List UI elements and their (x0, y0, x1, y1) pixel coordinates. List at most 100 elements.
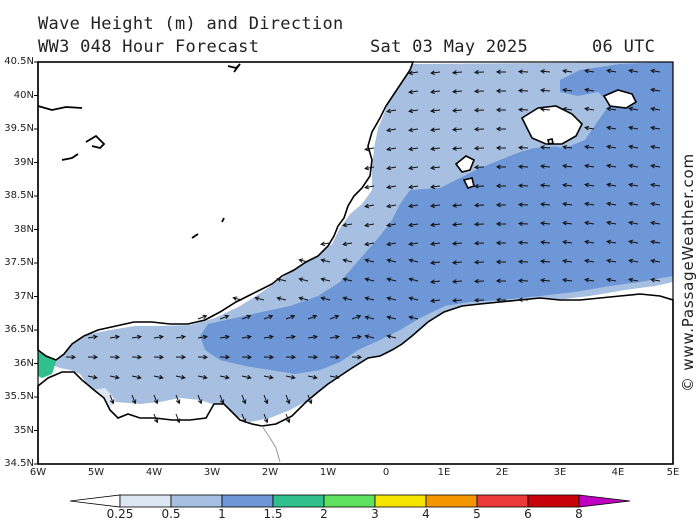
direction-arrow (495, 278, 507, 284)
direction-arrow (329, 314, 340, 320)
direction-arrow (473, 278, 485, 284)
direction-arrow (285, 413, 291, 424)
direction-arrow (320, 258, 331, 263)
direction-arrow (517, 164, 529, 170)
colorbar-left-tip (69, 494, 121, 508)
direction-arrow (606, 239, 617, 245)
direction-arrow (606, 144, 617, 150)
direction-arrow (495, 107, 507, 113)
direction-arrow (307, 354, 319, 360)
direction-arrow (539, 107, 551, 112)
direction-arrow (473, 107, 485, 113)
direction-arrow (364, 203, 375, 209)
lat-label: 34.5N (4, 458, 34, 469)
direction-arrow (495, 145, 507, 151)
direction-arrow (628, 277, 639, 283)
direction-arrow (364, 296, 375, 301)
direction-arrow (175, 354, 187, 360)
direction-arrow (628, 163, 639, 169)
direction-arrow (451, 298, 463, 303)
direction-arrow (539, 69, 551, 74)
direction-arrow (430, 89, 441, 95)
direction-arrow (153, 394, 159, 405)
direction-arrow (606, 163, 617, 169)
colorbar-tick: 0.25 (106, 507, 134, 521)
direction-arrow (175, 334, 186, 340)
direction-arrow (517, 278, 529, 284)
direction-arrow (408, 203, 419, 209)
direction-arrow (473, 183, 485, 189)
forecast-time: 06 UTC (592, 37, 656, 57)
direction-arrow (197, 374, 208, 380)
direction-arrow (473, 145, 485, 151)
direction-arrow (584, 163, 595, 169)
direction-arrow (175, 413, 181, 424)
direction-arrow (451, 146, 463, 151)
direction-arrow (650, 220, 661, 226)
credit-text: © www.PassageWeather.com (679, 153, 697, 392)
direction-arrow (584, 277, 595, 283)
formentera-island (462, 177, 475, 189)
direction-arrow (584, 144, 595, 150)
direction-arrow (517, 297, 529, 303)
direction-arrow (628, 239, 639, 245)
direction-arrow (495, 164, 507, 170)
colorbar-segment-5 (323, 494, 376, 508)
direction-arrow (364, 241, 375, 247)
direction-arrow (153, 374, 164, 380)
colorbar-segment-1 (119, 494, 172, 508)
direction-arrow (329, 374, 340, 380)
direction-arrow (408, 146, 419, 152)
direction-arrow (517, 107, 529, 113)
direction-arrow (298, 296, 309, 301)
direction-arrow (87, 374, 98, 380)
direction-arrow (584, 182, 595, 188)
direction-arrow (342, 277, 353, 282)
direction-arrow (219, 354, 231, 360)
colorbar-tick: 8 (575, 507, 583, 521)
direction-arrow (364, 146, 375, 152)
direction-arrow (386, 334, 397, 339)
direction-arrow (584, 106, 595, 112)
direction-arrow (473, 69, 485, 75)
direction-arrow (606, 277, 617, 283)
direction-arrow (628, 68, 639, 74)
direction-arrow (606, 106, 617, 112)
direction-arrow (408, 127, 419, 133)
lat-label: 35.5N (4, 391, 34, 402)
direction-arrow (517, 183, 529, 189)
direction-arrow (628, 144, 639, 150)
direction-arrow (628, 258, 639, 264)
direction-arrow (364, 222, 375, 228)
direction-arrow (517, 88, 529, 94)
colorbar-tick: 5 (473, 507, 481, 521)
chart-title: Wave Height (m) and Direction (38, 14, 344, 34)
land (37, 61, 674, 465)
direction-arrow (451, 279, 463, 284)
lat-label: 39N (13, 157, 34, 168)
colorbar-right-tip (578, 494, 631, 508)
lat-label: 38.5N (4, 190, 34, 201)
direction-arrow (650, 144, 661, 150)
direction-arrow (584, 258, 595, 264)
direction-arrow (342, 222, 353, 228)
direction-arrow (241, 334, 252, 340)
direction-arrow (285, 334, 296, 340)
direction-arrow (628, 220, 639, 226)
direction-arrow (87, 354, 99, 360)
lat-label: 37N (13, 291, 34, 302)
direction-arrow (408, 108, 419, 114)
direction-arrow (153, 334, 164, 340)
colorbar-segment-9 (527, 494, 580, 508)
direction-arrow (329, 354, 341, 360)
direction-arrow (364, 277, 375, 282)
direction-arrow (285, 374, 296, 380)
direction-arrow (276, 296, 287, 301)
direction-arrow (451, 70, 463, 75)
axis-ticks (34, 61, 38, 465)
direction-arrow (650, 163, 661, 169)
direction-arrow (241, 413, 247, 424)
direction-arrow (364, 165, 375, 171)
direction-arrow (562, 220, 573, 226)
